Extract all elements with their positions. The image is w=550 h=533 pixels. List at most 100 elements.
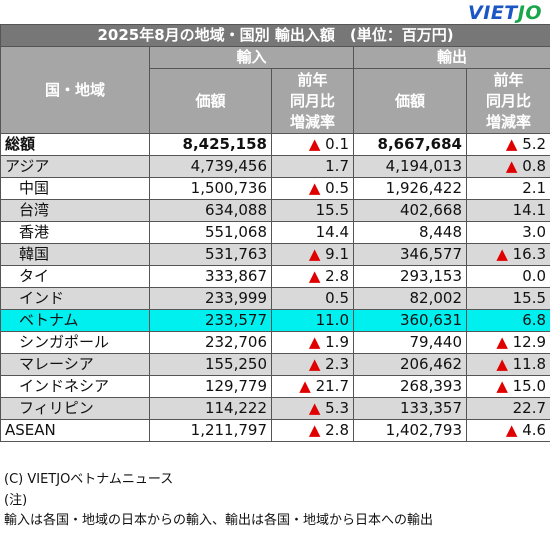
increase-marker-icon: ▲: [308, 421, 321, 439]
export-value: 8,448: [353, 221, 467, 244]
increase-marker-icon: ▲: [505, 135, 518, 153]
import-yoy: ▲ 9.1: [271, 243, 354, 266]
export-yoy: ▲ 4.6: [465, 419, 550, 442]
import-yoy: 0.5: [271, 287, 354, 310]
region-name: 中国: [0, 177, 150, 200]
import-value: 333,867: [149, 265, 272, 288]
import-value: 232,706: [149, 331, 272, 354]
region-header: 国・地域: [0, 46, 150, 134]
copyright: (C) VIETJOベトナムニュース: [4, 472, 174, 487]
increase-marker-icon: ▲: [496, 333, 508, 351]
region-name: アジア: [0, 155, 150, 178]
import-header: 輸入: [149, 46, 354, 69]
increase-marker-icon: ▲: [308, 179, 321, 197]
region-name: インドネシア: [0, 375, 150, 398]
export-value: 346,577: [353, 243, 467, 266]
table-row: フィリピン 114,222 ▲ 5.3 133,357 22.7: [0, 397, 550, 420]
export-yoy-header: 前年 同月比 増減率: [465, 68, 550, 134]
increase-marker-icon: ▲: [505, 421, 518, 439]
table-row: マレーシア 155,250 ▲ 2.3 206,462 ▲ 11.8: [0, 353, 550, 376]
import-value: 114,222: [149, 397, 272, 420]
import-value: 551,068: [149, 221, 272, 244]
import-yoy: ▲ 0.5: [271, 177, 354, 200]
export-value: 79,440: [353, 331, 467, 354]
region-name: シンガポール: [0, 331, 150, 354]
note-text: 輸入は各国・地域の日本からの輸入、輸出は各国・地域から日本への輸出: [4, 513, 434, 528]
increase-marker-icon: ▲: [308, 399, 321, 417]
export-value: 4,194,013: [353, 155, 467, 178]
import-value: 531,763: [149, 243, 272, 266]
export-value: 268,393: [353, 375, 467, 398]
region-name: ベトナム: [0, 309, 150, 332]
increase-marker-icon: ▲: [308, 135, 321, 153]
region-name: 総額: [0, 133, 150, 156]
export-yoy: ▲ 11.8: [465, 353, 550, 376]
table-row: ベトナム 233,577 11.0 360,631 6.8: [0, 309, 550, 332]
import-yoy: ▲ 5.3: [271, 397, 354, 420]
increase-marker-icon: ▲: [496, 355, 508, 373]
table-row: 韓国 531,763 ▲ 9.1 346,577 ▲ 16.3: [0, 243, 550, 266]
export-value: 133,357: [353, 397, 467, 420]
export-yoy: ▲ 12.9: [465, 331, 550, 354]
note-label: (注): [4, 493, 28, 508]
table-row: 香港 551,068 14.4 8,448 3.0: [0, 221, 550, 244]
export-value: 360,631: [353, 309, 467, 332]
import-value-header: 価額: [149, 68, 272, 134]
import-value: 634,088: [149, 199, 272, 222]
export-yoy: 15.5: [465, 287, 550, 310]
table-row: インド 233,999 0.5 82,002 15.5: [0, 287, 550, 310]
import-value: 129,779: [149, 375, 272, 398]
export-yoy: 22.7: [465, 397, 550, 420]
export-value: 1,402,793: [353, 419, 467, 442]
import-yoy: 1.7: [271, 155, 354, 178]
region-name: マレーシア: [0, 353, 150, 376]
region-name: 韓国: [0, 243, 150, 266]
export-value-header: 価額: [353, 68, 467, 134]
import-yoy: ▲ 2.8: [271, 265, 354, 288]
export-yoy: ▲ 0.8: [465, 155, 550, 178]
export-value: 1,926,422: [353, 177, 467, 200]
table-row: 台湾 634,088 15.5 402,668 14.1: [0, 199, 550, 222]
export-header: 輸出: [352, 46, 550, 69]
export-value: 8,667,684: [353, 133, 467, 156]
table-row: インドネシア 129,779 ▲ 21.7 268,393 ▲ 15.0: [0, 375, 550, 398]
export-yoy: 0.0: [465, 265, 550, 288]
import-yoy: ▲ 21.7: [271, 375, 354, 398]
export-yoy: ▲ 15.0: [465, 375, 550, 398]
region-name: 台湾: [0, 199, 150, 222]
import-yoy: 14.4: [271, 221, 354, 244]
increase-marker-icon: ▲: [496, 377, 508, 395]
import-yoy-header: 前年 同月比 増減率: [271, 68, 354, 134]
region-name: インド: [0, 287, 150, 310]
region-name: フィリピン: [0, 397, 150, 420]
vietjo-logo: VIETJO: [468, 2, 542, 24]
export-yoy: 3.0: [465, 221, 550, 244]
import-yoy: ▲ 2.8: [271, 419, 354, 442]
table-row: タイ 333,867 ▲ 2.8 293,153 0.0: [0, 265, 550, 288]
region-name: 香港: [0, 221, 150, 244]
import-value: 1,500,736: [149, 177, 272, 200]
import-yoy: ▲ 2.3: [271, 353, 354, 376]
import-value: 233,999: [149, 287, 272, 310]
table-title: 2025年8月の地域・国別 輸出入額 (単位：百万円): [0, 24, 550, 47]
region-name: タイ: [0, 265, 150, 288]
table-row: ASEAN 1,211,797 ▲ 2.8 1,402,793 ▲ 4.6: [0, 419, 550, 442]
export-value: 293,153: [353, 265, 467, 288]
increase-marker-icon: ▲: [308, 355, 321, 373]
export-value: 82,002: [353, 287, 467, 310]
increase-marker-icon: ▲: [496, 245, 508, 263]
export-yoy: 2.1: [465, 177, 550, 200]
region-name: ASEAN: [0, 419, 150, 442]
increase-marker-icon: ▲: [308, 333, 321, 351]
import-yoy: 15.5: [271, 199, 354, 222]
import-value: 8,425,158: [149, 133, 272, 156]
export-yoy: 6.8: [465, 309, 550, 332]
increase-marker-icon: ▲: [308, 267, 321, 285]
table-row: 中国 1,500,736 ▲ 0.5 1,926,422 2.1: [0, 177, 550, 200]
import-yoy: 11.0: [271, 309, 354, 332]
increase-marker-icon: ▲: [505, 157, 518, 175]
increase-marker-icon: ▲: [299, 377, 311, 395]
export-yoy: 14.1: [465, 199, 550, 222]
increase-marker-icon: ▲: [308, 245, 321, 263]
table-row: 総額 8,425,158 ▲ 0.1 8,667,684 ▲ 5.2: [0, 133, 550, 156]
